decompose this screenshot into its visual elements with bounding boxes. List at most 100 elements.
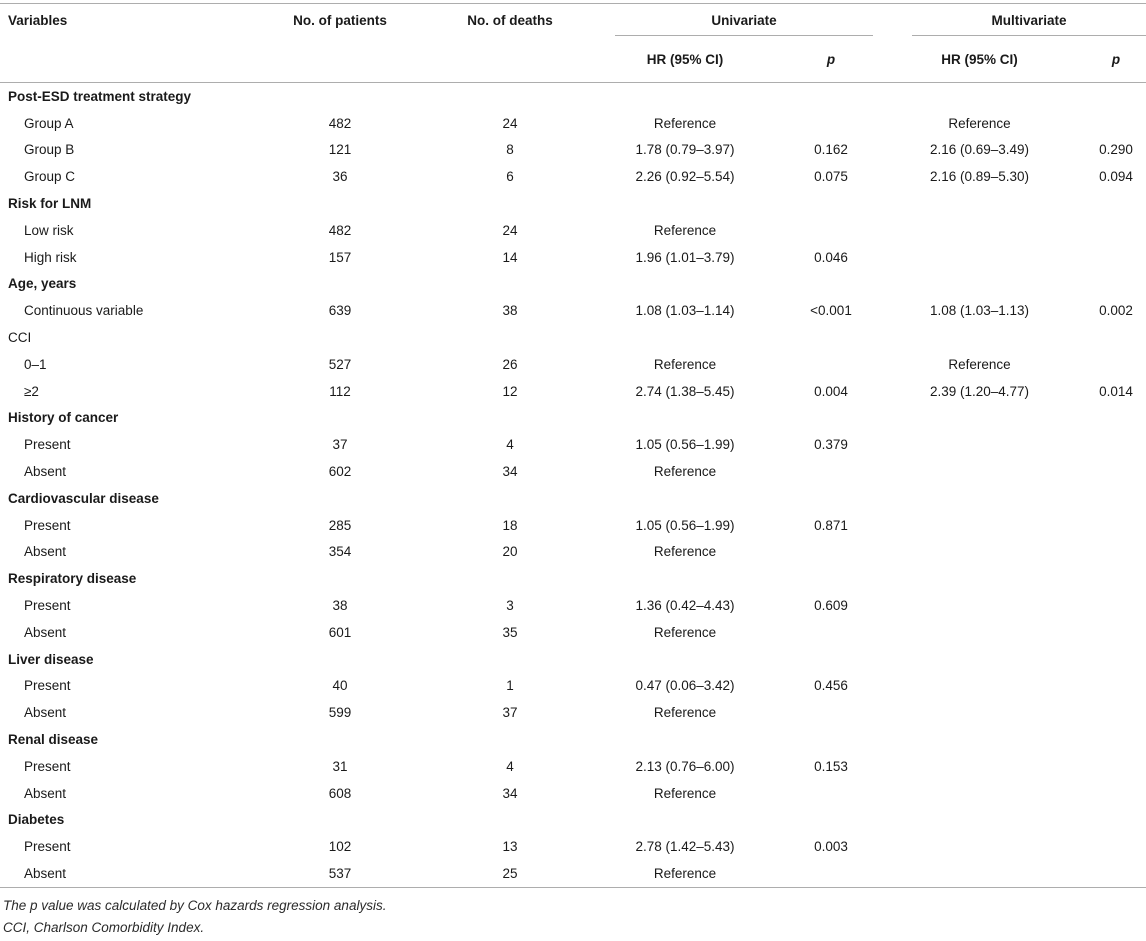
cell-deaths: 12 bbox=[502, 383, 518, 399]
table-row: Absent 602 34 Reference bbox=[0, 458, 1146, 485]
cell-multivariate-p bbox=[1072, 405, 1146, 432]
table-row: Present 102 13 2.78 (1.42–5.43) 0.003 bbox=[0, 833, 1146, 860]
cell-multivariate-hr bbox=[887, 83, 1072, 110]
cell-multivariate-hr bbox=[887, 699, 1072, 726]
cell-variable: History of cancer bbox=[8, 410, 119, 426]
cell-variable: Present bbox=[24, 517, 71, 533]
cell-variable: Absent bbox=[24, 785, 67, 801]
column-header-univariate-p: p bbox=[775, 36, 887, 83]
cell-deaths: 26 bbox=[502, 356, 518, 372]
cell-patients bbox=[255, 405, 425, 432]
cell-patients: 102 bbox=[328, 839, 352, 855]
cell-univariate-hr bbox=[595, 807, 775, 834]
cell-univariate-hr bbox=[595, 83, 775, 110]
cell-univariate-p bbox=[775, 699, 887, 726]
cell-multivariate-hr bbox=[887, 673, 1072, 700]
cell-multivariate-p bbox=[1072, 217, 1146, 244]
table-row: Absent 537 25 Reference bbox=[0, 860, 1146, 887]
cell-variable: Risk for LNM bbox=[8, 196, 92, 212]
cell-multivariate-p bbox=[1072, 619, 1146, 646]
section-row: Post-ESD treatment strategy bbox=[0, 83, 1146, 110]
cell-univariate-hr: Reference bbox=[653, 222, 717, 238]
cell-multivariate-hr: 2.16 (0.69–3.49) bbox=[929, 142, 1030, 158]
cell-variable: Diabetes bbox=[8, 812, 65, 828]
cell-patients: 601 bbox=[328, 624, 352, 640]
cell-patients bbox=[255, 726, 425, 753]
cell-multivariate-p bbox=[1072, 512, 1146, 539]
cell-univariate-hr: 2.13 (0.76–6.00) bbox=[635, 758, 735, 774]
cell-variable: Age, years bbox=[8, 276, 77, 292]
cell-univariate-p bbox=[775, 860, 887, 887]
cell-patients: 121 bbox=[328, 142, 352, 158]
cell-variable: 0–1 bbox=[24, 356, 47, 372]
cell-univariate-p bbox=[775, 646, 887, 673]
column-header-variables: Variables bbox=[0, 3, 255, 83]
cell-univariate-hr bbox=[595, 405, 775, 432]
section-row: CCI bbox=[0, 324, 1146, 351]
cell-variable: Cardiovascular disease bbox=[8, 490, 159, 506]
cell-multivariate-hr bbox=[887, 860, 1072, 887]
cell-variable: Group A bbox=[24, 115, 74, 131]
column-header-univariate-hr: HR (95% CI) bbox=[595, 36, 775, 83]
cell-univariate-p: 0.871 bbox=[814, 517, 848, 533]
cell-deaths: 25 bbox=[502, 866, 518, 881]
section-row: Age, years bbox=[0, 271, 1146, 298]
cell-univariate-p bbox=[775, 324, 887, 351]
cell-patients: 40 bbox=[332, 678, 348, 694]
cell-multivariate-hr bbox=[887, 324, 1072, 351]
cell-deaths: 3 bbox=[506, 598, 514, 614]
cell-patients: 639 bbox=[328, 303, 352, 319]
cell-variable: Group C bbox=[24, 169, 76, 185]
cell-univariate-hr: Reference bbox=[653, 115, 717, 131]
cell-univariate-hr: 0.47 (0.06–3.42) bbox=[635, 678, 735, 694]
cell-multivariate-p bbox=[1072, 110, 1146, 137]
cell-variable: Absent bbox=[24, 705, 67, 721]
cell-univariate-p bbox=[775, 271, 887, 298]
cell-univariate-p bbox=[775, 780, 887, 807]
cell-multivariate-p: 0.290 bbox=[1099, 142, 1133, 158]
cell-deaths: 34 bbox=[502, 785, 518, 801]
cell-deaths: 20 bbox=[502, 544, 518, 560]
column-header-patients: No. of patients bbox=[255, 3, 425, 83]
cell-univariate-p: <0.001 bbox=[810, 303, 852, 319]
cell-variable: Group B bbox=[24, 142, 75, 158]
cell-univariate-hr bbox=[595, 485, 775, 512]
cell-patients bbox=[255, 83, 425, 110]
cell-multivariate-p bbox=[1072, 565, 1146, 592]
cell-multivariate-hr bbox=[887, 217, 1072, 244]
cell-variable: ≥2 bbox=[24, 383, 39, 399]
cell-variable: Present bbox=[24, 678, 71, 694]
cell-deaths: 18 bbox=[502, 517, 518, 533]
cell-univariate-hr: Reference bbox=[653, 866, 717, 881]
cell-deaths: 24 bbox=[502, 222, 518, 238]
cell-univariate-p bbox=[775, 458, 887, 485]
cell-multivariate-p bbox=[1072, 244, 1146, 271]
header-row-top: Variables No. of patients No. of deaths … bbox=[0, 3, 1146, 83]
table-row: Absent 599 37 Reference bbox=[0, 699, 1146, 726]
cell-variable: Post-ESD treatment strategy bbox=[8, 88, 192, 104]
section-row: Respiratory disease bbox=[0, 565, 1146, 592]
cell-patients bbox=[255, 565, 425, 592]
cell-patients: 482 bbox=[328, 222, 352, 238]
cell-patients: 31 bbox=[332, 758, 348, 774]
table-row: Group A 482 24 Reference Reference bbox=[0, 110, 1146, 137]
cell-multivariate-hr: Reference bbox=[948, 356, 1011, 372]
cell-multivariate-p bbox=[1072, 592, 1146, 619]
cell-univariate-p bbox=[775, 807, 887, 834]
cell-univariate-hr bbox=[595, 726, 775, 753]
cell-univariate-p bbox=[775, 619, 887, 646]
cell-univariate-hr: 2.74 (1.38–5.45) bbox=[635, 383, 735, 399]
cell-multivariate-hr bbox=[887, 646, 1072, 673]
cell-univariate-hr: Reference bbox=[653, 544, 717, 560]
cell-patients: 112 bbox=[329, 383, 351, 399]
cell-multivariate-hr bbox=[887, 565, 1072, 592]
cell-deaths bbox=[425, 807, 595, 834]
cell-patients bbox=[255, 646, 425, 673]
cell-multivariate-hr bbox=[887, 458, 1072, 485]
cell-multivariate-hr: 1.08 (1.03–1.13) bbox=[929, 303, 1030, 319]
table-header: Variables No. of patients No. of deaths … bbox=[0, 3, 1146, 83]
cell-multivariate-hr bbox=[887, 592, 1072, 619]
cell-patients bbox=[255, 807, 425, 834]
cell-univariate-hr: 1.05 (0.56–1.99) bbox=[635, 437, 735, 453]
section-row: Cardiovascular disease bbox=[0, 485, 1146, 512]
